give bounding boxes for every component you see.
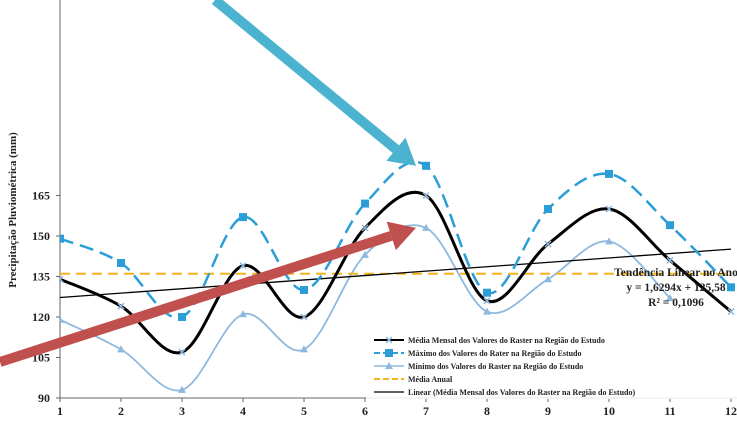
trend-annotation-r2: R² = 0,1096	[648, 297, 704, 309]
data-point-marker	[727, 283, 735, 292]
data-point-marker	[422, 191, 430, 200]
data-point-marker	[117, 345, 125, 353]
x-tick-label: 9	[545, 404, 551, 418]
y-tick-label: 135	[32, 270, 50, 284]
data-point-marker	[727, 308, 735, 316]
data-point-marker	[605, 205, 613, 213]
legend-label: Média Anual	[408, 375, 453, 384]
y-tick-label: 120	[32, 310, 50, 324]
data-point-marker	[385, 362, 393, 369]
data-point-marker	[361, 224, 369, 232]
legend-label: Máximo dos Valores do Rater na Região do…	[408, 349, 582, 358]
series-trend-line	[60, 248, 732, 299]
x-tick-label: 3	[179, 404, 185, 418]
data-point-marker	[239, 310, 247, 318]
data-point-marker	[483, 307, 491, 315]
data-point-marker	[483, 288, 491, 297]
trend-annotation-equation: y = 1,6294x + 125,58	[626, 282, 726, 294]
annotation-arrow-head	[386, 221, 416, 251]
annotation-arrow-head	[386, 137, 416, 166]
legend-box	[366, 329, 737, 399]
data-point-marker	[422, 161, 430, 170]
data-point-marker	[385, 336, 393, 344]
data-point-marker	[422, 223, 430, 231]
data-point-marker	[300, 345, 308, 353]
legend-label: Mínimo dos Valores do Raster na Região d…	[408, 362, 583, 371]
y-tick-label: 90	[38, 391, 50, 405]
legend-label: Linear (Média Mensal dos Valores do Rast…	[408, 388, 635, 397]
data-point-marker	[60, 234, 64, 243]
data-point-marker	[544, 240, 552, 248]
legend: Média Mensal dos Valores do Raster na Re…	[366, 329, 737, 399]
trend-annotation-title: Tendência Linear no Ano	[614, 267, 737, 279]
data-point-marker	[60, 315, 64, 323]
annotation-arrow-shaft	[211, 0, 400, 154]
data-point-marker	[544, 275, 552, 283]
data-point-marker	[385, 349, 393, 357]
y-tick-label: 150	[32, 229, 50, 243]
data-point-marker	[178, 348, 186, 356]
data-point-marker	[117, 259, 125, 267]
x-tick-label: 7	[423, 404, 429, 418]
x-tick-label: 1	[57, 404, 63, 418]
x-tick-label: 12	[725, 404, 737, 418]
data-point-marker	[605, 237, 613, 245]
x-tick-label: 10	[603, 404, 615, 418]
data-point-marker	[361, 199, 369, 208]
data-point-marker	[239, 262, 247, 270]
annotation-arrow-shaft	[0, 231, 393, 367]
data-point-marker	[178, 313, 186, 321]
x-tick-label: 5	[301, 404, 307, 418]
x-tick-label: 6	[362, 404, 368, 418]
trend-annotation: Tendência Linear no Ano y = 1,6294x + 12…	[614, 267, 737, 309]
x-tick-label: 2	[118, 404, 124, 418]
data-point-marker	[117, 302, 125, 310]
data-point-marker	[178, 385, 186, 393]
data-point-marker	[544, 205, 552, 213]
x-tick-label: 11	[664, 404, 675, 418]
y-tick-label: 165	[32, 189, 50, 203]
data-point-marker	[666, 294, 674, 302]
x-tick-label: 8	[484, 404, 490, 418]
x-tick-label: 4	[240, 404, 246, 418]
data-point-marker	[666, 256, 674, 264]
data-point-marker	[666, 221, 674, 230]
data-point-marker	[605, 169, 613, 178]
data-point-marker	[361, 250, 369, 258]
data-point-marker	[239, 213, 247, 222]
data-point-marker	[300, 313, 308, 321]
data-point-marker	[300, 286, 308, 294]
legend-label: Média Mensal dos Valores do Raster na Re…	[408, 336, 605, 345]
data-point-marker	[483, 297, 491, 305]
data-point-marker	[60, 275, 64, 283]
y-axis-label: Precipitação Pluviométrica (mm)	[7, 132, 19, 288]
